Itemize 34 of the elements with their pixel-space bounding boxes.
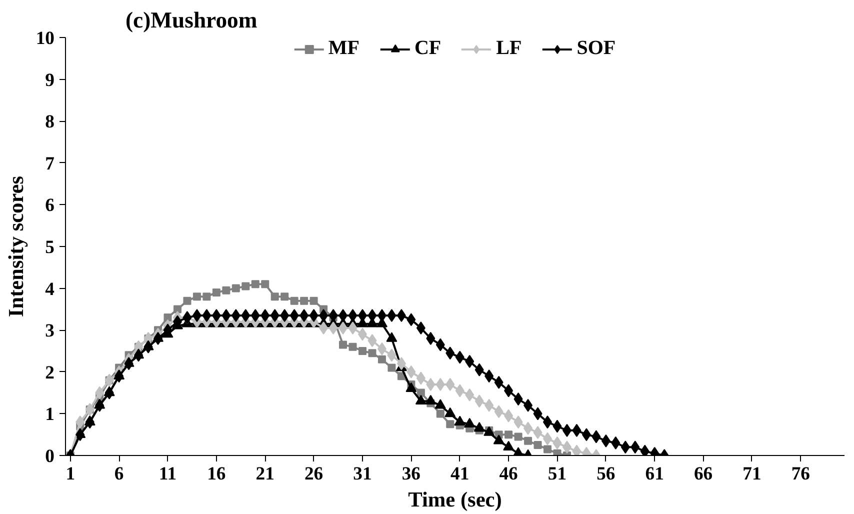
legend-label: SOF (576, 37, 616, 60)
y-tick-label: 0 (45, 446, 54, 467)
x-tick-label: 21 (256, 464, 274, 484)
x-tick-label: 46 (499, 464, 518, 484)
y-tick-label: 4 (45, 278, 54, 300)
y-tick-label: 10 (36, 28, 54, 49)
x-tick-label: 16 (207, 464, 226, 484)
legend-label: MF (328, 37, 360, 60)
y-tick-label: 7 (45, 153, 54, 174)
y-tick-label: 3 (45, 320, 54, 342)
y-tick-label: 6 (45, 195, 54, 216)
legend-label: LF (496, 37, 522, 60)
y-tick-label: 5 (45, 237, 54, 258)
x-tick-label: 51 (548, 464, 567, 484)
x-tick-label: 71 (742, 464, 762, 484)
x-tick-label: 36 (402, 464, 421, 484)
y-tick-label: 9 (45, 70, 54, 91)
x-tick-label: 6 (114, 464, 124, 484)
x-tick-label: 61 (645, 464, 664, 484)
x-axis-title: Time (sec) (408, 488, 502, 512)
x-tick-label: 11 (158, 464, 177, 484)
y-tick-label: 8 (45, 112, 54, 133)
legend-label: CF (414, 37, 442, 60)
x-tick-label: 1 (66, 464, 76, 484)
x-tick-label: 56 (596, 464, 616, 484)
x-tick-label: 66 (694, 464, 713, 484)
y-tick-label: 1 (45, 404, 54, 426)
x-tick-label: 76 (791, 464, 810, 484)
chart-title: (c)Mushroom (126, 8, 258, 32)
x-tick-label: 41 (450, 464, 470, 484)
y-axis-title: Intensity scores (4, 176, 28, 318)
x-tick-label: 26 (304, 464, 324, 484)
x-tick-label: 31 (353, 464, 372, 484)
y-tick-label: 2 (45, 362, 54, 384)
